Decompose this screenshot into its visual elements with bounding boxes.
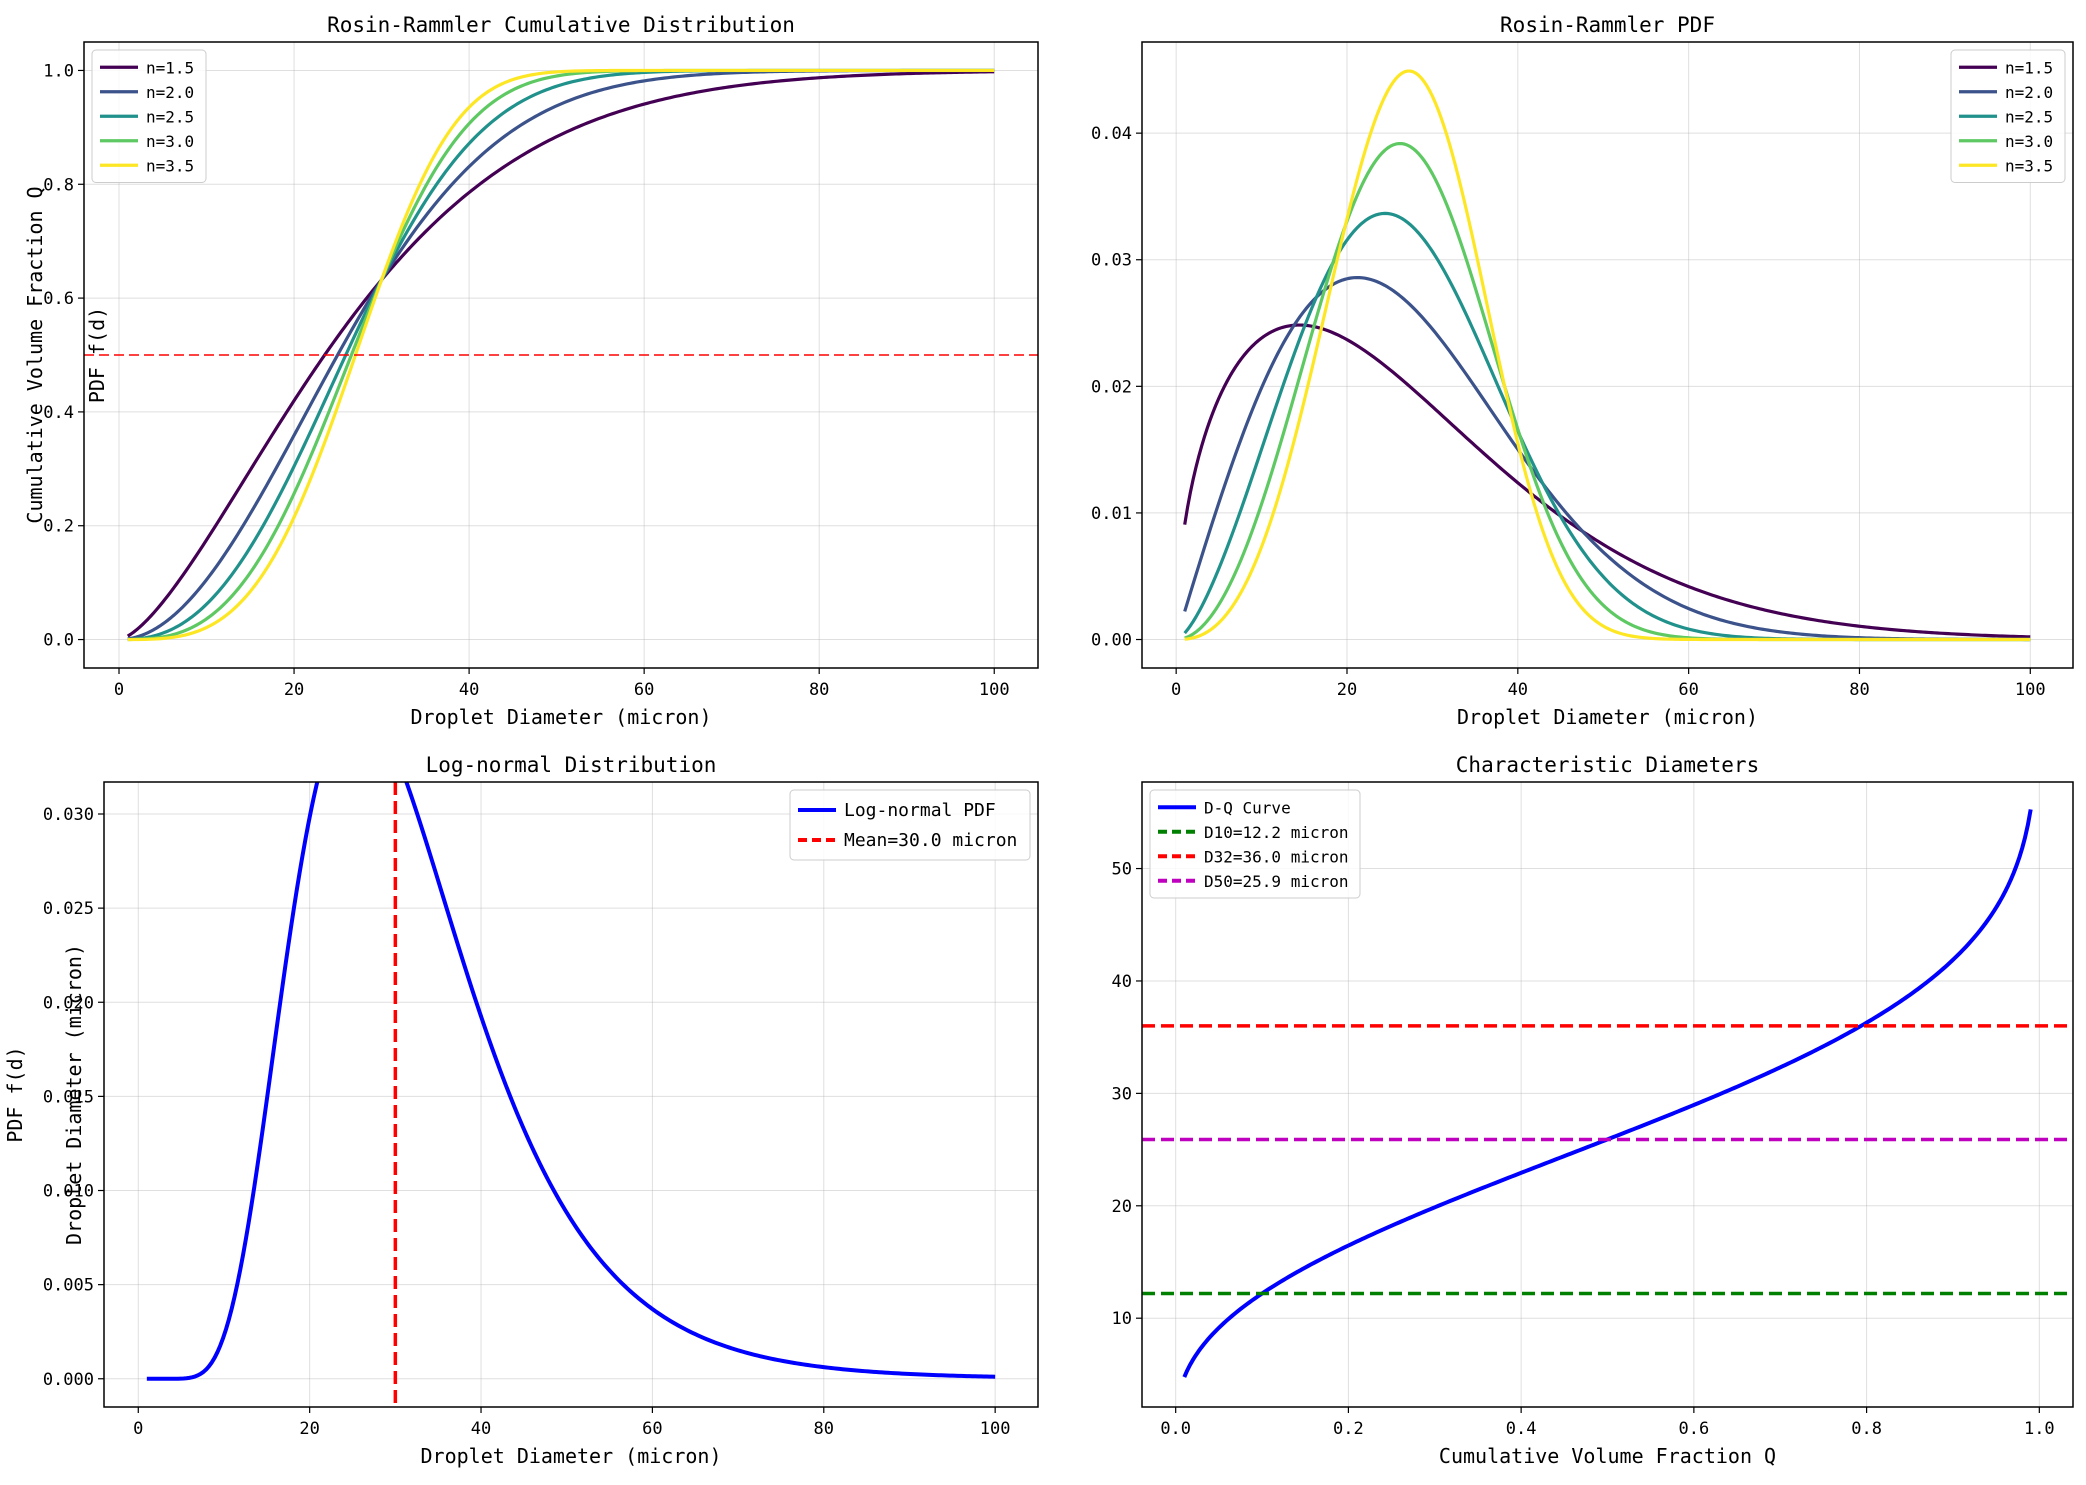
y-tick-label: 0.010	[43, 1182, 94, 1202]
y-axis-label: Cumulative Volume Fraction Q	[23, 186, 47, 523]
x-axis-label: Droplet Diameter (micron)	[1457, 705, 1758, 729]
legend: D-Q Curve D10=12.2 micron D32=36.0 micron D…	[1149, 789, 1361, 899]
legend-label: n=3.0	[146, 132, 194, 151]
y-tick-label: 0.025	[43, 899, 94, 919]
y-tick-label: 0.000	[43, 1370, 94, 1390]
legend-box	[1950, 49, 2066, 183]
series-line-n-1-5	[126, 70, 995, 638]
x-tick-label: 100	[979, 680, 1010, 700]
x-tick-label: 40	[459, 680, 479, 700]
y-tick-label: 1.0	[43, 61, 74, 81]
x-axis-label: Droplet Diameter (micron)	[420, 1444, 721, 1468]
x-tick-label: 100	[2015, 680, 2046, 700]
x-tick-label: 1.0	[2024, 1419, 2055, 1439]
x-tick-label: 0.2	[1333, 1419, 1364, 1439]
x-tick-label: 80	[1849, 680, 1869, 700]
chart-dq: 0.0 0.2 0.4 0.6 0.8 1.0 10 20 30 40 50 Characterist…	[62, 753, 2074, 1468]
y-tick-label: 0.8	[43, 175, 74, 195]
legend-label: n=3.5	[2005, 156, 2053, 175]
y-tick-label: 30	[1112, 1084, 1132, 1104]
legend-label: D10=12.2 micron	[1204, 823, 1349, 842]
series-line-n-3-5	[127, 68, 995, 642]
plot-frame	[1141, 781, 2074, 1408]
plot-frame	[1141, 41, 2074, 669]
x-tick-label: 20	[284, 680, 304, 700]
legend-label: Log-normal PDF	[844, 800, 996, 821]
chart-title: Rosin-Rammler Cumulative Distribution	[327, 13, 795, 37]
chart-title: Rosin-Rammler PDF	[1500, 13, 1715, 37]
x-tick-label: 40	[1508, 680, 1528, 700]
x-tick-label: 20	[299, 1419, 319, 1439]
legend-label: n=2.0	[2005, 83, 2053, 102]
x-tick-label: 0.4	[1506, 1419, 1537, 1439]
y-tick-label: 0.005	[43, 1276, 94, 1296]
x-tick-label: 40	[471, 1419, 491, 1439]
legend-box	[1149, 789, 1361, 899]
chart-title: Characteristic Diameters	[1456, 753, 1759, 777]
legend-label: n=2.5	[146, 107, 194, 126]
series-line-log-normal-pdf	[146, 782, 996, 1381]
x-tick-label: 0	[133, 1419, 143, 1439]
legend: n=1.5 n=2.0 n=2.5 n=3.0 n=3.5	[1950, 49, 2066, 183]
chart-title: Log-normal Distribution	[426, 753, 717, 777]
x-tick-label: 0.6	[1679, 1419, 1710, 1439]
legend-label: n=3.5	[146, 156, 194, 175]
y-tick-label: 40	[1112, 972, 1132, 992]
chart-pdf: 0 20 40 60 80 100 0.00 0.01 0.02 0.03 0.04 Rosin-Ra…	[85, 13, 2074, 729]
legend-label: n=1.5	[146, 58, 194, 77]
legend-label: n=3.0	[2005, 132, 2053, 151]
x-tick-label: 80	[809, 680, 829, 700]
x-tick-label: 0	[1171, 680, 1181, 700]
y-tick-label: 20	[1112, 1197, 1132, 1217]
y-tick-label: 0.02	[1091, 377, 1132, 397]
x-tick-label: 0.0	[1160, 1419, 1191, 1439]
y-axis-label: PDF f(d)	[3, 1046, 27, 1142]
legend-box	[789, 789, 1031, 861]
series-line-n-1-5	[1183, 323, 2031, 639]
chart-cdf: 0 20 40 60 80 100 0.0 0.2 0.4 0.6 0.8 1.0 Rosin-Ramm…	[23, 13, 1039, 729]
series-line-n-3-5	[1184, 69, 2031, 642]
legend-label: D32=36.0 micron	[1204, 847, 1349, 866]
y-tick-label: 50	[1112, 860, 1132, 880]
x-tick-label: 60	[642, 1419, 662, 1439]
plot-frame	[83, 41, 1039, 669]
y-tick-label: 0.01	[1091, 504, 1132, 524]
x-tick-label: 60	[634, 680, 654, 700]
x-tick-label: 0.8	[1851, 1419, 1882, 1439]
x-tick-label: 80	[814, 1419, 834, 1439]
y-tick-label: 0.04	[1091, 124, 1132, 144]
y-tick-label: 0.015	[43, 1087, 94, 1107]
legend-label: n=2.5	[2005, 107, 2053, 126]
legend-label: n=1.5	[2005, 58, 2053, 77]
x-axis-label: Cumulative Volume Fraction Q	[1439, 1444, 1776, 1468]
y-tick-label: 0.4	[43, 403, 74, 423]
chart-lognormal: 0 20 40 60 80 100 0.000 0.005 0.010 0.015 0.020 0.0…	[3, 753, 1039, 1468]
legend: n=1.5 n=2.0 n=2.5 n=3.0 n=3.5	[91, 49, 207, 183]
plot-frame	[103, 781, 1039, 1408]
legend-label: D50=25.9 micron	[1204, 872, 1349, 891]
x-tick-label: 60	[1678, 680, 1698, 700]
x-axis-label: Droplet Diameter (micron)	[410, 705, 711, 729]
x-tick-label: 20	[1337, 680, 1357, 700]
y-tick-label: 0.03	[1091, 251, 1132, 271]
series-line-n-2-5	[1183, 211, 2031, 642]
x-tick-label: 100	[980, 1419, 1011, 1439]
y-axis-label: PDF f(d)	[85, 307, 109, 403]
y-tick-label: 0.030	[43, 805, 94, 825]
y-tick-label: 0.2	[43, 517, 74, 537]
legend-label: D-Q Curve	[1204, 798, 1291, 817]
y-axis-label: Droplet Diameter (micron)	[62, 944, 86, 1245]
y-tick-label: 10	[1112, 1309, 1132, 1329]
legend-box	[91, 49, 207, 183]
legend-label: Mean=30.0 micron	[844, 830, 1017, 851]
legend-label: n=2.0	[146, 83, 194, 102]
y-tick-label: 0.6	[43, 289, 74, 309]
series-line-n-3-0	[1184, 141, 2031, 642]
legend: Log-normal PDF Mean=30.0 micron	[789, 789, 1031, 861]
y-tick-label: 0.0	[43, 631, 74, 651]
y-tick-label: 0.020	[43, 993, 94, 1013]
y-tick-label: 0.00	[1091, 631, 1132, 651]
x-tick-label: 0	[114, 680, 124, 700]
